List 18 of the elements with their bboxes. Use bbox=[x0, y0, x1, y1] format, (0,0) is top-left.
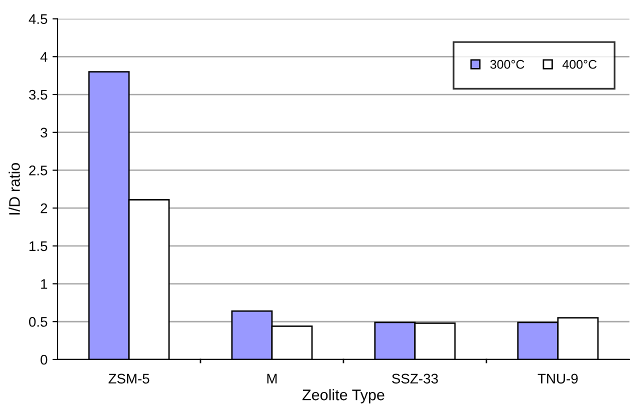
y-tick-label: 0 bbox=[40, 354, 48, 365]
y-axis-title: I/D ratio bbox=[8, 163, 20, 214]
y-tick-label: 0.5 bbox=[29, 316, 48, 327]
y-tick-label: 2 bbox=[40, 203, 48, 214]
y-tick-label: 3.5 bbox=[29, 90, 48, 100]
y-tick-label: 1.5 bbox=[30, 241, 48, 252]
x-tick-label: SSZ-33 bbox=[392, 374, 438, 384]
y-tick-label: 4.5 bbox=[28, 14, 48, 24]
x-axis-title: Zeolite Type bbox=[302, 389, 384, 404]
y-tick-label: 1 bbox=[41, 279, 48, 289]
x-tick-label: ZSM-5 bbox=[108, 374, 150, 384]
x-tick-label: M bbox=[267, 374, 277, 384]
x-tick-label: TNU-9 bbox=[538, 374, 578, 384]
y-tick-label: 2.5 bbox=[29, 166, 48, 176]
y-tick-label: 4 bbox=[40, 52, 48, 62]
y-tick-label: 3 bbox=[40, 128, 48, 138]
legend-label: 300°C bbox=[490, 60, 524, 69]
legend-label: 400°C bbox=[562, 60, 597, 69]
